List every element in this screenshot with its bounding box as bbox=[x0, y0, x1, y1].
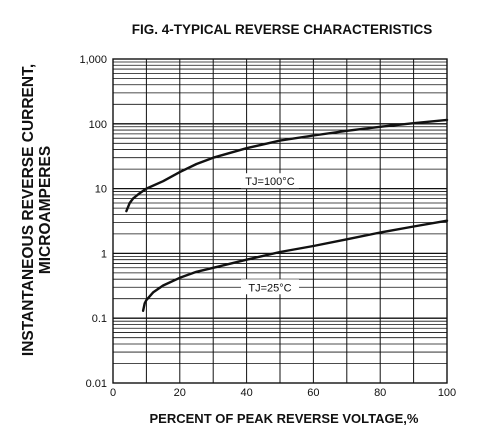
axis-ticks: 0 20 40 60 80 100 0.01 0.1 1 10 100 1,000 bbox=[79, 54, 456, 399]
x-tick-label: 60 bbox=[307, 387, 319, 399]
series-line-1 bbox=[125, 118, 449, 213]
x-tick-label: 40 bbox=[240, 387, 252, 399]
x-tick-label: 20 bbox=[174, 387, 186, 399]
series-annotations: TJ=100°C TJ=25°C bbox=[240, 173, 299, 295]
y-tick-label: 1,000 bbox=[79, 54, 107, 66]
series-label-backing bbox=[240, 173, 299, 189]
y-axis-label-line2: MICROAMPERES bbox=[37, 146, 54, 274]
y-tick-label: 1 bbox=[101, 248, 107, 260]
series-label: TJ=100°C bbox=[245, 176, 294, 188]
y-tick-label: 0.01 bbox=[86, 378, 107, 390]
x-tick-label: 0 bbox=[110, 387, 116, 399]
y-tick-label: 10 bbox=[95, 184, 107, 196]
y-tick-label: 0.1 bbox=[92, 313, 107, 325]
x-axis-label: PERCENT OF PEAK REVERSE VOLTAGE,% bbox=[150, 411, 419, 426]
chart-title: FIG. 4-TYPICAL REVERSE CHARACTERISTICS bbox=[132, 22, 433, 37]
x-tick-label: 100 bbox=[438, 387, 456, 399]
series-label-backing bbox=[240, 279, 299, 295]
series-line-2 bbox=[141, 219, 449, 312]
x-tick-label: 80 bbox=[374, 387, 386, 399]
series-layer bbox=[125, 118, 449, 312]
plot-grid bbox=[112, 58, 448, 384]
series-label: TJ=25°C bbox=[248, 282, 291, 294]
y-tick-label: 100 bbox=[89, 119, 107, 131]
y-axis-label-line1: INSTANTANEOUS REVERSE CURRENT, bbox=[20, 64, 37, 356]
